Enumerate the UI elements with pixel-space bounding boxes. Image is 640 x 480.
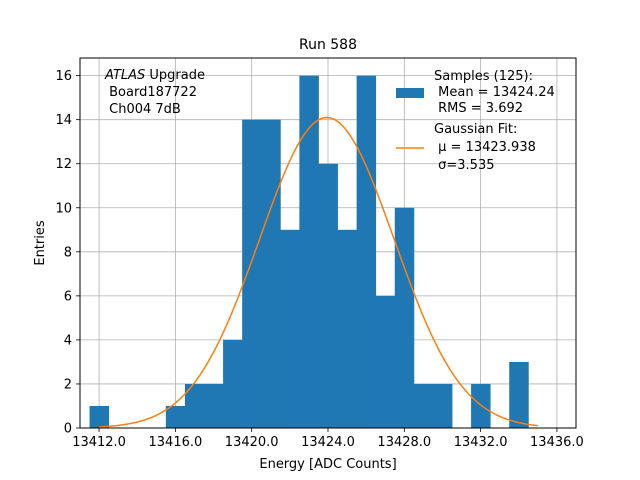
y-tick-label-5: 10 xyxy=(55,201,72,216)
y-tick-label-2: 4 xyxy=(64,333,72,348)
y-tick-label-8: 16 xyxy=(55,69,72,84)
y-axis-ticks: 0 2 4 6 8 10 12 14 16 xyxy=(55,69,80,437)
histogram-bar-10 xyxy=(337,229,358,428)
annotation-line-1: ATLAS Upgrade xyxy=(104,68,205,83)
y-tick-label-7: 14 xyxy=(55,113,72,128)
x-tick-label-4: 13428.0 xyxy=(377,435,431,450)
x-tick-label-6: 13436.0 xyxy=(530,435,584,450)
x-axis-label: Energy [ADC Counts] xyxy=(259,457,396,472)
x-tick-label-3: 13424.0 xyxy=(301,435,355,450)
legend-hist-swatch xyxy=(396,88,424,98)
y-tick-label-4: 8 xyxy=(64,245,72,260)
histogram-bar-13 xyxy=(394,207,415,428)
x-tick-label-5: 13432.0 xyxy=(454,435,508,450)
histogram-bar-12 xyxy=(375,295,396,428)
histogram-bar-6 xyxy=(261,119,281,429)
histogram-bar-8 xyxy=(299,75,319,428)
histogram-bar-2 xyxy=(184,383,205,428)
histogram-bar-15 xyxy=(432,383,453,428)
legend-fit-line-3: σ=3.535 xyxy=(434,158,494,173)
histogram-bar-9 xyxy=(318,163,338,428)
histogram-bar-1 xyxy=(165,405,186,428)
annotation-rest: Upgrade xyxy=(145,68,205,83)
histogram-bar-14 xyxy=(413,383,434,428)
histogram-bar-11 xyxy=(356,75,377,428)
histogram-bars xyxy=(89,75,529,429)
atlas-annotation: ATLAS Upgrade Board187722 Ch004 7dB xyxy=(104,68,205,117)
y-tick-label-3: 6 xyxy=(64,289,72,304)
histogram-bar-3 xyxy=(204,383,224,428)
x-tick-label-0: 13412.0 xyxy=(72,435,126,450)
legend: Samples (125): Mean = 13424.24 RMS = 3.6… xyxy=(396,69,555,173)
annotation-line-3: Ch004 7dB xyxy=(105,102,181,117)
annotation-italic: ATLAS xyxy=(104,68,145,83)
x-tick-label-1: 13416.0 xyxy=(149,435,203,450)
y-axis-label: Entries xyxy=(33,220,48,266)
gaussian-fit-curve xyxy=(99,116,538,428)
x-tick-label-2: 13420.0 xyxy=(225,435,279,450)
histogram-bar-4 xyxy=(223,339,243,428)
y-tick-label-6: 12 xyxy=(55,157,72,172)
histogram-bar-5 xyxy=(242,119,262,429)
histogram-bar-17 xyxy=(509,361,529,428)
histogram-bar-7 xyxy=(280,229,300,428)
histogram-bar-0 xyxy=(89,405,110,428)
legend-hist-line-2: Mean = 13424.24 xyxy=(434,85,555,100)
legend-fit-line-2: μ = 13423.938 xyxy=(434,140,536,155)
y-tick-label-0: 0 xyxy=(64,422,72,437)
x-axis-ticks: 13412.0 13416.0 13420.0 13424.0 13428.0 13432… xyxy=(72,428,584,450)
legend-hist-line-1: Samples (125): xyxy=(434,69,533,84)
legend-fit-line-1: Gaussian Fit: xyxy=(434,122,517,137)
annotation-line-2: Board187722 xyxy=(105,85,197,100)
chart-title: Run 588 xyxy=(299,37,357,53)
y-tick-label-1: 2 xyxy=(64,377,72,392)
legend-hist-line-3: RMS = 3.692 xyxy=(434,101,523,116)
